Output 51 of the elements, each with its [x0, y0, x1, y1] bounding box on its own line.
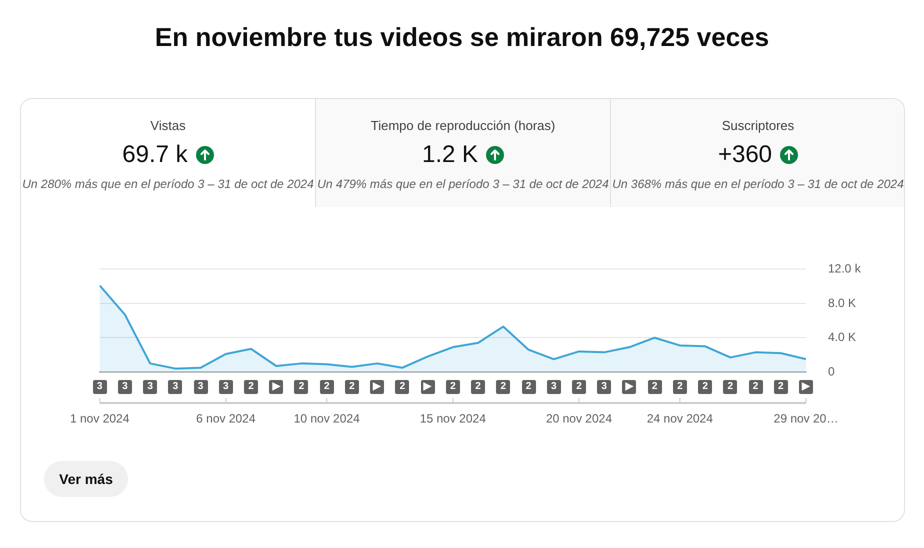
text: 3: [218, 380, 233, 394]
text: 3: [143, 380, 158, 394]
y-tick-label: 8.0 K: [828, 296, 856, 310]
text: 2: [774, 380, 788, 394]
text: 2: [320, 380, 334, 394]
text: Un 368% más que en el período 3 – 31 de oct de 2024: [611, 177, 905, 191]
text: 3: [118, 380, 132, 394]
text: 2: [496, 380, 510, 394]
text: 3: [168, 380, 182, 394]
text: 2: [294, 380, 308, 394]
text: Ver más: [44, 461, 128, 497]
text: ▶: [622, 380, 636, 394]
text: 2: [522, 380, 536, 394]
text: 2: [723, 380, 738, 394]
chart-title: En noviembre tus videos se miraron 69,725 veces: [154, 22, 770, 53]
text: Tiempo de reproducción (horas): [370, 118, 556, 133]
text: 3: [597, 380, 612, 394]
y-tick-label: 12.0 k: [828, 262, 862, 276]
x-tick-label: 15 nov 2024: [420, 412, 486, 426]
text: 2: [471, 380, 486, 394]
text: 2: [648, 380, 662, 394]
text: 3: [546, 380, 561, 394]
x-tick-label: 6 nov 2024: [196, 412, 256, 426]
text: Suscriptores: [720, 118, 796, 133]
text: 2: [572, 380, 586, 394]
x-tick-label: 24 nov 2024: [646, 412, 714, 426]
x-tick-label: 29 nov 20…: [774, 412, 838, 426]
y-tick-label: 0: [828, 364, 835, 378]
text: Vistas: [149, 118, 187, 133]
text: ▶: [799, 380, 813, 394]
text: 1.2 K: [422, 141, 478, 169]
text: ▶: [269, 380, 284, 394]
y-tick-label: 4.0 K: [828, 330, 856, 344]
text: 2: [698, 380, 712, 394]
text: ▶: [370, 380, 384, 394]
text: ▶: [420, 380, 435, 394]
text: Un 280% más que en el período 3 – 31 de oct de 2024: [21, 177, 315, 191]
x-tick-label: 20 nov 2024: [546, 412, 612, 426]
text: 2: [344, 380, 359, 394]
text: 2: [446, 380, 460, 394]
x-tick-label: 10 nov 2024: [294, 412, 360, 426]
x-tick-label: 1 nov 2024: [70, 412, 130, 426]
text: 2: [395, 380, 410, 394]
text: Un 479% más que en el período 3 – 31 de oct de 2024: [316, 177, 610, 191]
text: 2: [244, 380, 258, 394]
text: +360: [718, 141, 772, 169]
text: 2: [748, 380, 763, 394]
text: 69.7 k: [122, 141, 188, 169]
text: 3: [92, 380, 107, 394]
text: 2: [672, 380, 687, 394]
text: 3: [194, 380, 208, 394]
